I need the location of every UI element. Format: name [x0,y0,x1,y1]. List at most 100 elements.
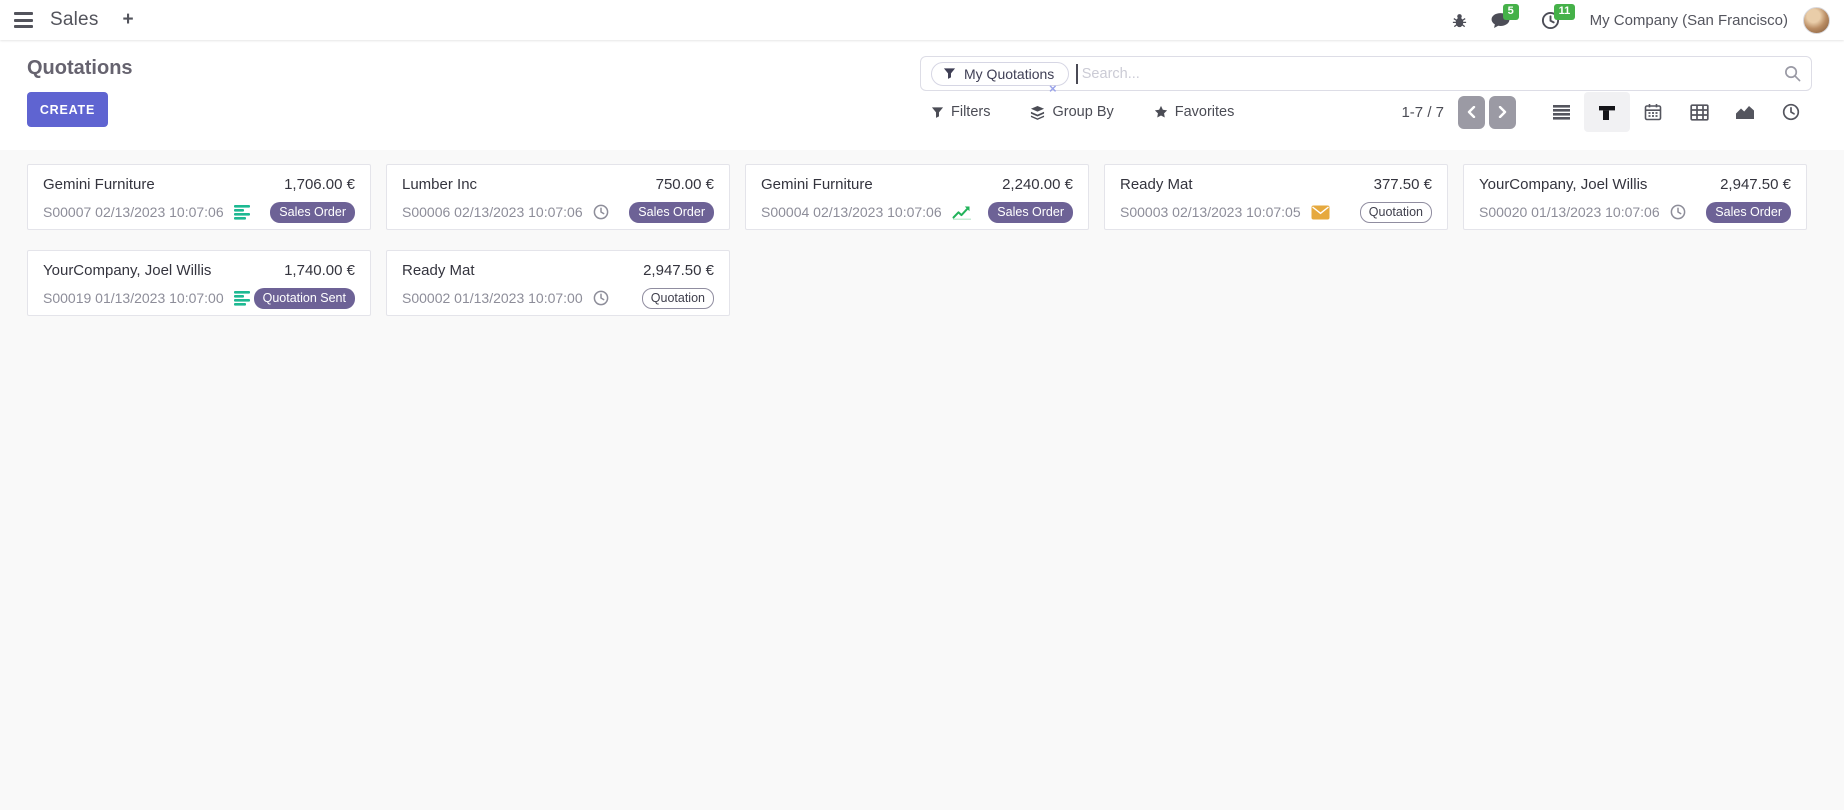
status-badge: Sales Order [270,202,355,223]
status-badge: Quotation [1359,202,1432,223]
star-icon [1154,105,1167,118]
envelope-icon [1311,205,1330,220]
card-amount: 1,706.00 € [284,176,355,193]
quotation-card[interactable]: Gemini Furniture 2,240.00 € S00004 02/13… [745,164,1089,230]
clock-activity-icon[interactable] [593,290,609,306]
view-switch-activity[interactable] [1768,92,1814,132]
card-amount: 750.00 € [655,176,714,193]
quotation-card[interactable]: Ready Mat 377.50 € S00003 02/13/2023 10:… [1104,164,1448,230]
card-amount: 377.50 € [1373,176,1432,193]
card-reference: S00020 01/13/2023 10:07:06 [1479,204,1660,221]
list-bars-activity-icon[interactable] [233,290,251,306]
filter-funnel-icon [943,68,956,79]
card-partner-name: Ready Mat [402,262,475,279]
view-switch-calendar[interactable] [1630,92,1676,132]
view-switch-pivot[interactable] [1676,92,1722,132]
list-view-icon [1552,105,1570,120]
card-reference: S00006 02/13/2023 10:07:06 [402,204,583,221]
status-badge: Sales Order [1706,202,1791,223]
filters-button[interactable]: Filters [931,104,990,120]
calendar-view-icon [1644,104,1662,121]
search-options: Filters Group By Favorites [931,97,1234,127]
status-badge: Sales Order [629,202,714,223]
apps-menu-icon[interactable] [14,12,33,28]
plus-icon[interactable]: + [122,9,134,30]
pager-and-view-switcher: 1-7 / 7 [1401,92,1814,132]
chevron-right-icon [1498,106,1507,118]
top-navbar: Sales + 5 11 My Company (San Francisco) [0,0,1844,40]
favorites-button[interactable]: Favorites [1154,104,1235,120]
list-bars-icon [233,204,250,220]
envelope-activity-icon[interactable] [1311,205,1330,220]
create-button[interactable]: CREATE [27,92,108,127]
view-switch-kanban[interactable] [1584,92,1630,132]
search-input[interactable] [1081,65,1784,82]
favorites-label: Favorites [1174,104,1235,120]
group-by-button[interactable]: Group By [1030,104,1114,120]
pager-range: 1-7 / 7 [1401,103,1444,121]
status-badge: Quotation [641,288,714,309]
list-bars-icon [233,290,250,306]
status-badge: Sales Order [988,202,1073,223]
quotation-card[interactable]: Lumber Inc 750.00 € S00006 02/13/2023 10… [386,164,730,230]
filter-funnel-icon [931,106,944,118]
card-reference: S00019 01/13/2023 10:07:00 [43,290,224,307]
chevron-left-icon [1467,106,1476,118]
card-partner-name: Gemini Furniture [43,176,155,193]
navbar-systray: 5 11 My Company (San Francisco) [1451,3,1830,34]
activities-icon[interactable]: 11 [1541,3,1576,30]
card-partner-name: YourCompany, Joel Willis [1479,176,1648,193]
card-amount: 2,947.50 € [643,262,714,279]
company-switcher[interactable]: My Company (San Francisco) [1589,11,1788,29]
quotation-card[interactable]: Ready Mat 2,947.50 € S00002 01/13/2023 1… [386,250,730,316]
view-switch-list[interactable] [1538,92,1584,132]
card-amount: 2,947.50 € [1720,176,1791,193]
messages-icon[interactable]: 5 [1490,3,1519,30]
quotation-card[interactable]: Gemini Furniture 1,706.00 € S00007 02/13… [27,164,371,230]
card-reference: S00007 02/13/2023 10:07:06 [43,204,224,221]
graph-view-icon [1736,106,1754,119]
app-name[interactable]: Sales [50,9,99,30]
view-switch-graph[interactable] [1722,92,1768,132]
kanban-view-icon [1599,105,1615,120]
card-partner-name: Ready Mat [1120,176,1193,193]
clock-icon [593,204,608,220]
search-facet-my-quotations[interactable]: My Quotations [931,61,1070,86]
facet-label: My Quotations [964,65,1055,82]
page-title: Quotations [27,57,133,79]
group-by-label: Group By [1052,104,1114,120]
clock-icon [593,290,608,306]
clock-activity-icon[interactable] [1670,204,1686,220]
list-bars-activity-icon[interactable] [233,204,251,220]
card-amount: 2,240.00 € [1002,176,1073,193]
pager-previous-button[interactable] [1458,95,1485,129]
view-switcher [1538,92,1814,132]
card-reference: S00003 02/13/2023 10:07:05 [1120,204,1301,221]
pager-next-button[interactable] [1489,95,1516,129]
kanban-cards: Gemini Furniture 1,706.00 € S00007 02/13… [0,150,1844,810]
card-reference: S00004 02/13/2023 10:07:06 [761,204,942,221]
card-reference: S00002 01/13/2023 10:07:00 [402,290,583,307]
card-amount: 1,740.00 € [284,262,355,279]
trend-up-icon [952,206,971,221]
quotation-card[interactable]: YourCompany, Joel Willis 2,947.50 € S000… [1463,164,1807,230]
layers-icon [1031,105,1045,120]
facet-remove-icon[interactable]: × [1049,81,1057,96]
activities-count-badge: 11 [1553,3,1576,20]
pivot-view-icon [1689,103,1709,121]
magnifier-icon[interactable] [1784,65,1801,82]
user-avatar[interactable] [1803,6,1830,34]
quotation-card[interactable]: YourCompany, Joel Willis 1,740.00 € S000… [27,250,371,316]
card-partner-name: Lumber Inc [402,176,478,193]
clock-activity-icon[interactable] [593,204,609,220]
trend-up-activity-icon[interactable] [952,204,972,221]
card-partner-name: Gemini Furniture [761,176,873,193]
card-partner-name: YourCompany, Joel Willis [43,262,212,279]
status-badge: Quotation Sent [253,288,355,309]
text-caret [1076,63,1078,84]
search-bar[interactable]: My Quotations [920,56,1812,91]
filters-label: Filters [951,104,991,120]
activity-view-icon [1782,103,1800,121]
messages-count-badge: 5 [1502,3,1519,20]
bug-icon[interactable] [1451,12,1468,29]
